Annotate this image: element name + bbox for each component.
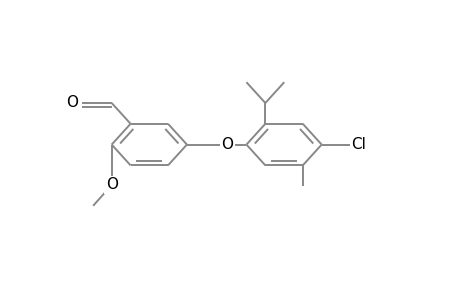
Text: O: O bbox=[66, 95, 78, 110]
Text: Cl: Cl bbox=[351, 137, 366, 152]
Text: O: O bbox=[221, 137, 233, 152]
Text: O: O bbox=[106, 178, 118, 193]
